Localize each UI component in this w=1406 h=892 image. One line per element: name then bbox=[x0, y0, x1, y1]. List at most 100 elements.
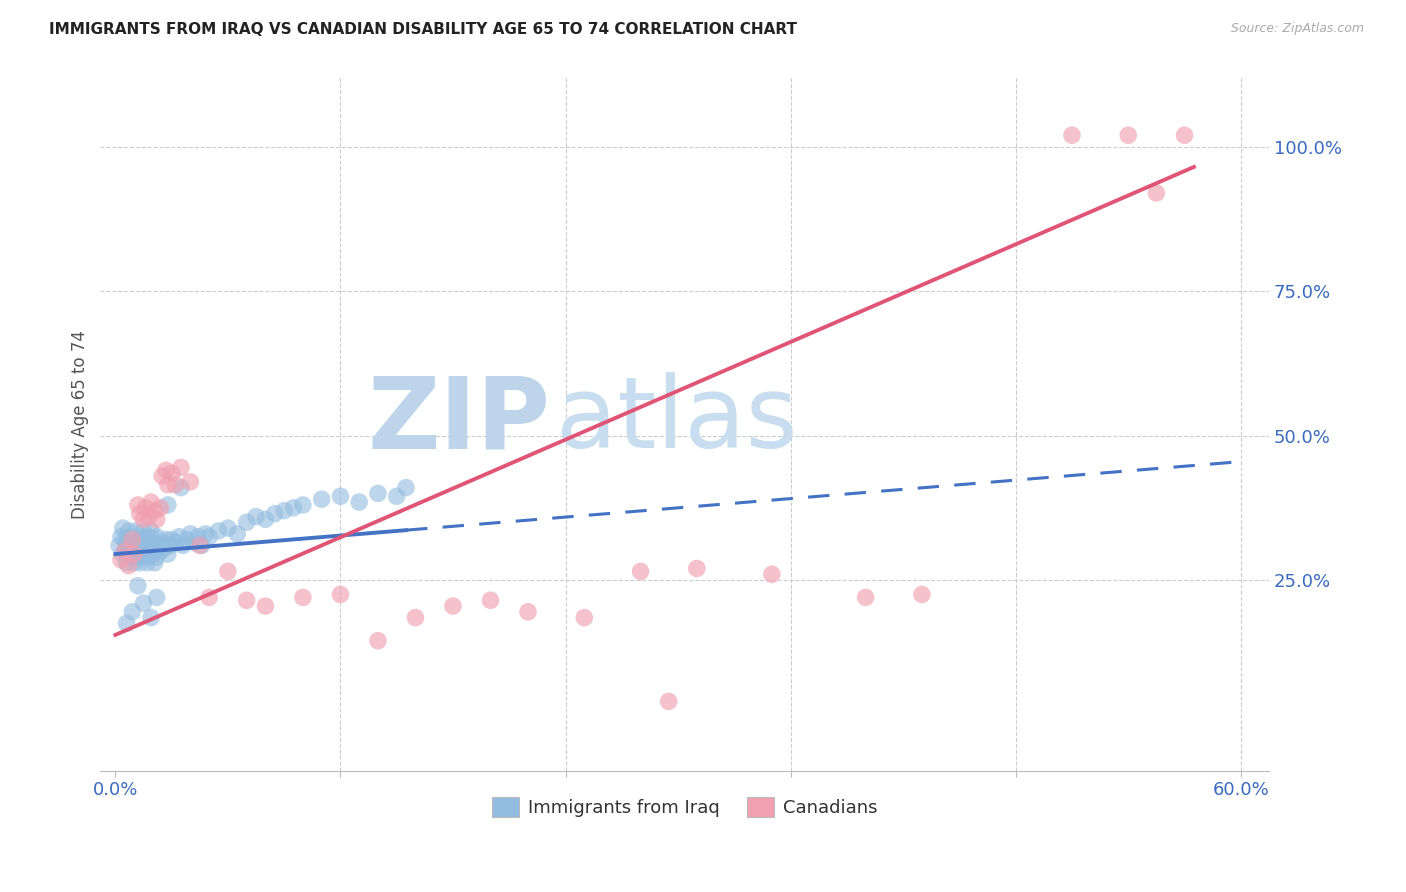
Point bbox=[855, 591, 877, 605]
Point bbox=[156, 477, 179, 491]
Point bbox=[143, 504, 166, 518]
Point bbox=[108, 538, 131, 552]
Point bbox=[145, 530, 167, 544]
Point bbox=[188, 538, 211, 552]
Point bbox=[120, 530, 142, 544]
Y-axis label: Disability Age 65 to 74: Disability Age 65 to 74 bbox=[72, 330, 89, 518]
Point bbox=[155, 463, 177, 477]
Point bbox=[121, 535, 143, 549]
Point bbox=[347, 495, 370, 509]
Point bbox=[1116, 128, 1139, 143]
Point bbox=[121, 605, 143, 619]
Point bbox=[658, 694, 681, 708]
Point bbox=[110, 553, 132, 567]
Text: IMMIGRANTS FROM IRAQ VS CANADIAN DISABILITY AGE 65 TO 74 CORRELATION CHART: IMMIGRANTS FROM IRAQ VS CANADIAN DISABIL… bbox=[49, 22, 797, 37]
Legend: Immigrants from Iraq, Canadians: Immigrants from Iraq, Canadians bbox=[485, 789, 884, 824]
Point bbox=[179, 475, 201, 489]
Point bbox=[132, 512, 155, 526]
Point bbox=[117, 558, 139, 573]
Point bbox=[245, 509, 267, 524]
Text: ZIP: ZIP bbox=[367, 372, 550, 469]
Point bbox=[114, 544, 136, 558]
Point bbox=[187, 530, 209, 544]
Point bbox=[132, 596, 155, 610]
Point bbox=[190, 538, 212, 552]
Point bbox=[134, 547, 156, 561]
Point bbox=[160, 466, 183, 480]
Point bbox=[183, 535, 205, 549]
Point bbox=[121, 533, 143, 547]
Point bbox=[235, 516, 257, 530]
Point bbox=[217, 521, 239, 535]
Point bbox=[117, 547, 139, 561]
Point bbox=[367, 486, 389, 500]
Point bbox=[139, 610, 162, 624]
Point bbox=[217, 565, 239, 579]
Point bbox=[114, 544, 136, 558]
Point bbox=[149, 500, 172, 515]
Point bbox=[111, 547, 134, 561]
Point bbox=[115, 556, 138, 570]
Point bbox=[138, 549, 160, 564]
Point bbox=[110, 530, 132, 544]
Point bbox=[145, 549, 167, 564]
Point bbox=[405, 610, 427, 624]
Point bbox=[139, 495, 162, 509]
Point bbox=[156, 547, 179, 561]
Point bbox=[329, 489, 352, 503]
Point bbox=[198, 530, 221, 544]
Point bbox=[574, 610, 596, 624]
Point bbox=[149, 544, 172, 558]
Point bbox=[517, 605, 540, 619]
Point bbox=[114, 533, 136, 547]
Point bbox=[150, 535, 173, 549]
Point bbox=[115, 616, 138, 631]
Point bbox=[142, 547, 165, 561]
Point bbox=[134, 500, 156, 515]
Point bbox=[761, 567, 783, 582]
Point bbox=[136, 556, 159, 570]
Point bbox=[165, 477, 187, 491]
Point bbox=[138, 530, 160, 544]
Point bbox=[132, 538, 155, 552]
Point bbox=[170, 481, 193, 495]
Point bbox=[167, 530, 190, 544]
Point bbox=[131, 530, 153, 544]
Point bbox=[1060, 128, 1083, 143]
Point bbox=[156, 498, 179, 512]
Point bbox=[235, 593, 257, 607]
Point bbox=[125, 538, 148, 552]
Point bbox=[134, 535, 156, 549]
Point bbox=[139, 524, 162, 538]
Point bbox=[143, 541, 166, 556]
Point bbox=[131, 549, 153, 564]
Point bbox=[911, 587, 934, 601]
Point bbox=[138, 509, 160, 524]
Point bbox=[145, 512, 167, 526]
Point bbox=[479, 593, 502, 607]
Point bbox=[122, 533, 145, 547]
Point bbox=[142, 535, 165, 549]
Point bbox=[127, 547, 149, 561]
Point bbox=[291, 498, 314, 512]
Point bbox=[686, 561, 709, 575]
Point bbox=[441, 599, 464, 613]
Text: Source: ZipAtlas.com: Source: ZipAtlas.com bbox=[1230, 22, 1364, 36]
Point bbox=[291, 591, 314, 605]
Point bbox=[198, 591, 221, 605]
Point bbox=[263, 507, 285, 521]
Point bbox=[630, 565, 652, 579]
Point bbox=[329, 587, 352, 601]
Point bbox=[226, 526, 249, 541]
Point bbox=[165, 535, 187, 549]
Point bbox=[172, 538, 194, 552]
Point bbox=[385, 489, 408, 503]
Point bbox=[111, 521, 134, 535]
Point bbox=[132, 524, 155, 538]
Point bbox=[207, 524, 229, 538]
Point bbox=[127, 579, 149, 593]
Point bbox=[159, 538, 181, 552]
Point bbox=[155, 533, 177, 547]
Point bbox=[139, 538, 162, 552]
Point bbox=[153, 541, 176, 556]
